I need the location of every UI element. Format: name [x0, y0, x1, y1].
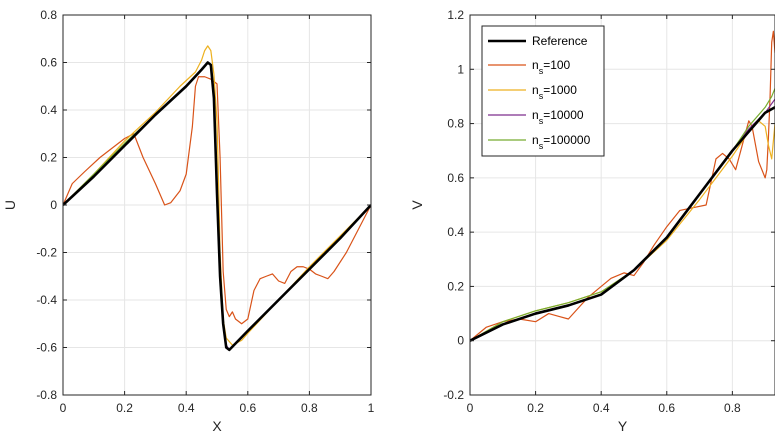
y-tick-label: 1.2	[447, 8, 464, 22]
y-tick-label: 0	[50, 198, 57, 212]
x-axis-label: Y	[618, 418, 628, 434]
legend-label-main: n	[532, 83, 539, 97]
legend-label: ns=10000	[532, 108, 584, 126]
legend-label-main: n	[532, 58, 539, 72]
x-tick-label: 0.6	[658, 401, 675, 415]
y-tick-label: 0.2	[40, 151, 57, 165]
legend-label: ns=100000	[532, 133, 591, 151]
x-tick-label: 1	[368, 401, 375, 415]
legend-label-subscript: s	[539, 91, 544, 101]
legend-label-subscript: s	[539, 116, 544, 126]
series-line-Reference	[470, 106, 775, 342]
x-tick-label: 0.4	[178, 401, 195, 415]
y-tick-label: 0.8	[447, 117, 464, 131]
y-axis-label: U	[2, 200, 18, 210]
series-line-n_s=100	[470, 30, 775, 342]
legend-label-rest: =100	[543, 58, 570, 72]
series-group	[63, 45, 371, 352]
x-tick-label: 0.4	[593, 401, 610, 415]
y-tick-label: -0.2	[443, 388, 464, 402]
x-tick-label: 0	[467, 401, 474, 415]
y-tick-label: -0.6	[36, 341, 57, 355]
chart-1: 0 0.2 0.4 0.6 0.8 1 -0.8 -0.6 -0.4 -0.2 0 0.2 0.4 0.6…	[2, 8, 375, 434]
x-tick-label: 0.6	[239, 401, 256, 415]
x-axis-label: X	[212, 418, 222, 434]
y-tick-label: 0.4	[447, 225, 464, 239]
legend-label-main: n	[532, 133, 539, 147]
y-axis-label: V	[409, 200, 425, 210]
series-group	[470, 30, 775, 342]
x-tick-label: 0.2	[116, 401, 133, 415]
y-tick-label: 0.8	[40, 8, 57, 22]
legend-label: Reference	[532, 34, 588, 48]
x-tick-label: 0	[60, 401, 67, 415]
y-tick-label: 0	[457, 334, 464, 348]
legend-label-main: Reference	[532, 34, 588, 48]
y-tick-label: -0.8	[36, 388, 57, 402]
y-tick-label: 0.2	[447, 279, 464, 293]
y-tick-label: 0.6	[40, 56, 57, 70]
legend-label-subscript: s	[539, 141, 544, 151]
y-tick-label: 0.6	[447, 171, 464, 185]
x-tick-label: 0.2	[527, 401, 544, 415]
legend-box	[481, 25, 605, 157]
chart-2: 0 0.2 0.4 0.6 0.8-0.200.20.40.60.811.2YVRefe…	[409, 8, 775, 434]
y-tick-label: -0.2	[36, 246, 57, 260]
legend-label-rest: =100000	[543, 133, 590, 147]
series-line-Reference	[63, 61, 371, 352]
legend-label-rest: =1000	[543, 83, 577, 97]
legend-label: ns=1000	[532, 83, 577, 101]
legend-label-main: n	[532, 108, 539, 122]
legend-label-rest: =10000	[543, 108, 584, 122]
legend-label: ns=100	[532, 58, 571, 76]
x-tick-label: 0.8	[301, 401, 318, 415]
y-tick-label: -0.4	[36, 293, 57, 307]
x-tick-label: 0.8	[724, 401, 741, 415]
y-tick-label: 1	[457, 62, 464, 76]
legend-label-subscript: s	[539, 66, 544, 76]
axes-box	[469, 14, 775, 396]
y-tick-label: 0.4	[40, 103, 57, 117]
